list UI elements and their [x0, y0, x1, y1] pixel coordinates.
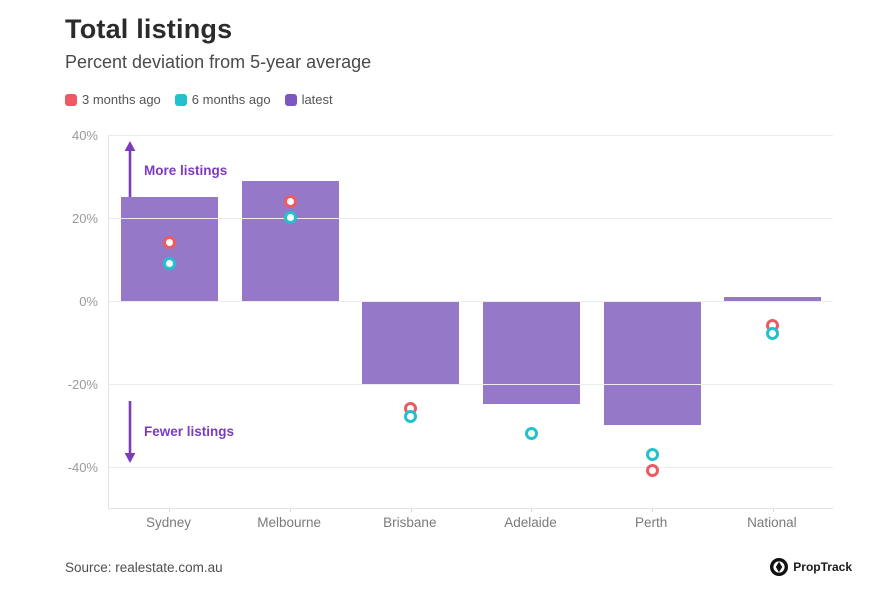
- marker-6-months-ago-melbourne: [283, 211, 297, 225]
- gridline-20%: [109, 217, 833, 219]
- x-axis-label-national: National: [747, 515, 797, 530]
- marker-6-months-ago-brisbane: [404, 410, 418, 424]
- x-axis-label-melbourne: Melbourne: [257, 515, 322, 530]
- x-axis-tick: [290, 508, 291, 512]
- legend-swatch-6-months-ago: [174, 93, 187, 106]
- y-axis-tick-40%: 40%: [71, 128, 98, 143]
- y-axis-tick-0%: 0%: [79, 293, 98, 309]
- page-title: Total listings: [65, 14, 233, 44]
- bar-adelaide: [482, 300, 580, 405]
- gridline--40%: [109, 466, 833, 468]
- x-axis-tick: [772, 508, 774, 512]
- x-axis-label-perth: Perth: [635, 515, 668, 530]
- marker-3-months-ago-melbourne: [283, 194, 297, 208]
- marker-3-months-ago-sydney: [162, 236, 176, 250]
- brand-logo: PropTrack: [770, 558, 852, 576]
- bar-brisbane: [362, 300, 460, 384]
- marker-6-months-ago-national: [766, 327, 780, 341]
- legend-swatch-3-months-ago: [65, 93, 77, 106]
- gridline--20%: [109, 383, 833, 385]
- annotation-fewer-listings-label: Fewer listings: [144, 423, 235, 439]
- gridline-40%: [109, 135, 833, 136]
- down-arrow-icon: [124, 401, 136, 463]
- y-axis-tick--20%: -20%: [67, 376, 98, 392]
- legend-label: 6 months ago: [191, 92, 271, 107]
- x-axis-tick: [531, 508, 533, 512]
- up-arrow-icon: [124, 141, 136, 197]
- chart-subtitle: Percent deviation from 5-year average: [65, 52, 372, 72]
- bar-perth: [603, 300, 701, 426]
- legend-label: latest: [301, 92, 333, 107]
- y-axis-tick--40%: -40%: [67, 459, 98, 475]
- y-axis-tick-20%: 20%: [71, 210, 98, 226]
- marker-3-months-ago-perth: [645, 464, 659, 478]
- x-axis-tick: [410, 508, 412, 512]
- brand-name: PropTrack: [793, 560, 852, 574]
- bar-national: [724, 296, 822, 301]
- x-axis-label-sydney: Sydney: [145, 515, 192, 530]
- source-text: Source: realestate.com.au: [65, 560, 223, 575]
- proptrack-icon: [770, 558, 789, 576]
- legend: 3 months ago 6 months ago latest: [65, 92, 333, 107]
- legend-swatch-latest: [284, 93, 297, 106]
- legend-label: 3 months ago: [82, 92, 161, 107]
- x-axis-label-adelaide: Adelaide: [504, 515, 557, 530]
- x-axis-tick: [169, 508, 171, 512]
- marker-6-months-ago-adelaide: [524, 426, 538, 440]
- annotation-more-listings-label: More listings: [144, 162, 228, 178]
- plot-area: More listings Fewer listings: [108, 135, 833, 512]
- marker-6-months-ago-perth: [645, 447, 659, 461]
- legend-item-3-months-ago: 3 months ago: [65, 92, 161, 107]
- marker-6-months-ago-sydney: [162, 256, 176, 270]
- legend-item-6-months-ago: 6 months ago: [174, 92, 271, 107]
- annotation-fewer-listings: Fewer listings: [123, 399, 234, 463]
- gridline-0%: [109, 300, 833, 302]
- x-axis-label-brisbane: Brisbane: [383, 515, 437, 530]
- annotation-more-listings: More listings: [123, 141, 227, 199]
- x-axis-tick: [652, 508, 653, 512]
- legend-item-latest: latest: [284, 92, 333, 107]
